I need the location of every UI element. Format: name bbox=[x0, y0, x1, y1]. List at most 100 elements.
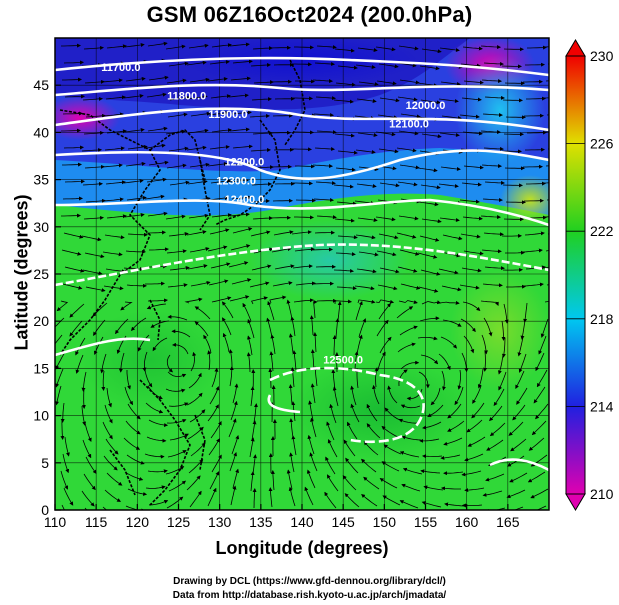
streamline bbox=[62, 77, 82, 82]
streamline bbox=[168, 61, 189, 67]
x-tick-label: 135 bbox=[249, 514, 273, 530]
streamline bbox=[379, 182, 400, 188]
streamline bbox=[483, 61, 504, 66]
streamline bbox=[346, 421, 358, 440]
streamline bbox=[418, 371, 430, 389]
streamline bbox=[292, 147, 312, 152]
streamline bbox=[421, 300, 442, 305]
streamline bbox=[378, 233, 399, 240]
x-tick-label: 155 bbox=[414, 514, 438, 530]
streamline bbox=[247, 318, 255, 339]
streamline bbox=[81, 388, 86, 409]
streamline bbox=[104, 234, 125, 240]
streamline bbox=[168, 146, 189, 152]
streamline bbox=[313, 366, 318, 387]
streamline bbox=[229, 127, 250, 132]
streamline bbox=[209, 386, 220, 405]
streamline bbox=[497, 354, 504, 375]
streamline bbox=[232, 468, 240, 489]
streamline bbox=[294, 45, 314, 50]
streamline bbox=[418, 201, 439, 207]
streamline bbox=[337, 301, 342, 322]
streamline bbox=[101, 370, 106, 391]
streamline bbox=[166, 496, 184, 509]
streamline bbox=[466, 419, 483, 433]
streamline bbox=[211, 213, 232, 218]
streamline bbox=[249, 114, 270, 118]
streamline bbox=[186, 230, 207, 236]
streamline bbox=[312, 164, 333, 168]
streamline bbox=[123, 267, 144, 271]
streamline bbox=[271, 247, 292, 253]
streamline bbox=[506, 284, 526, 289]
streamline bbox=[381, 461, 400, 472]
streamline bbox=[171, 329, 191, 338]
streamline bbox=[342, 475, 357, 491]
streamline bbox=[81, 490, 95, 507]
streamline bbox=[293, 96, 313, 101]
streamline bbox=[295, 164, 315, 169]
streamline bbox=[273, 230, 294, 236]
streamline bbox=[84, 252, 105, 259]
streamline bbox=[150, 320, 170, 328]
streamline bbox=[251, 264, 272, 271]
streamline bbox=[544, 46, 549, 48]
streamline bbox=[420, 269, 441, 276]
streamline bbox=[461, 352, 469, 373]
streamline bbox=[333, 268, 354, 273]
streamline bbox=[209, 471, 220, 490]
streamline bbox=[147, 211, 168, 217]
streamline bbox=[327, 439, 338, 458]
streamline bbox=[105, 180, 126, 185]
streamline bbox=[354, 351, 359, 372]
streamline bbox=[376, 250, 397, 257]
streamline bbox=[310, 417, 317, 438]
streamline bbox=[189, 77, 210, 83]
streamline bbox=[62, 283, 83, 290]
streamline bbox=[123, 179, 144, 184]
streamline bbox=[232, 59, 253, 64]
streamline bbox=[422, 454, 443, 459]
streamline bbox=[188, 43, 209, 49]
streamline bbox=[69, 303, 85, 318]
x-tick-label: 140 bbox=[290, 514, 314, 530]
streamline bbox=[420, 184, 441, 190]
streamline bbox=[482, 113, 503, 117]
streamline bbox=[231, 435, 240, 455]
streamline bbox=[147, 385, 163, 399]
streamline bbox=[232, 144, 253, 149]
streamline bbox=[125, 249, 146, 254]
y-tick-label: 25 bbox=[33, 266, 49, 282]
streamline bbox=[167, 112, 188, 118]
streamline bbox=[228, 93, 249, 98]
streamline bbox=[483, 317, 493, 337]
streamline bbox=[60, 470, 69, 490]
streamline bbox=[208, 196, 229, 201]
x-tick-label: 160 bbox=[455, 514, 479, 530]
streamline bbox=[231, 278, 252, 285]
streamline bbox=[190, 351, 197, 372]
streamline bbox=[309, 452, 318, 472]
y-tick-label: 35 bbox=[33, 172, 49, 188]
streamline bbox=[229, 212, 250, 217]
streamline bbox=[106, 214, 127, 219]
streamline bbox=[82, 439, 92, 459]
streamline bbox=[152, 337, 168, 352]
streamline bbox=[126, 370, 131, 390]
streamline bbox=[356, 268, 377, 274]
streamline bbox=[165, 214, 186, 220]
y-tick-label: 30 bbox=[33, 219, 49, 235]
streamline bbox=[82, 269, 103, 276]
streamline bbox=[525, 62, 545, 67]
streamline bbox=[288, 384, 293, 405]
streamline bbox=[333, 184, 354, 189]
streamline bbox=[326, 421, 335, 441]
streamline bbox=[295, 198, 316, 203]
streamline bbox=[61, 128, 81, 133]
streamline bbox=[375, 46, 396, 52]
wind-streamlines bbox=[55, 41, 549, 510]
x-tick-label: 115 bbox=[85, 514, 108, 530]
streamline bbox=[93, 319, 106, 336]
streamline bbox=[489, 405, 503, 422]
streamline bbox=[81, 405, 87, 426]
